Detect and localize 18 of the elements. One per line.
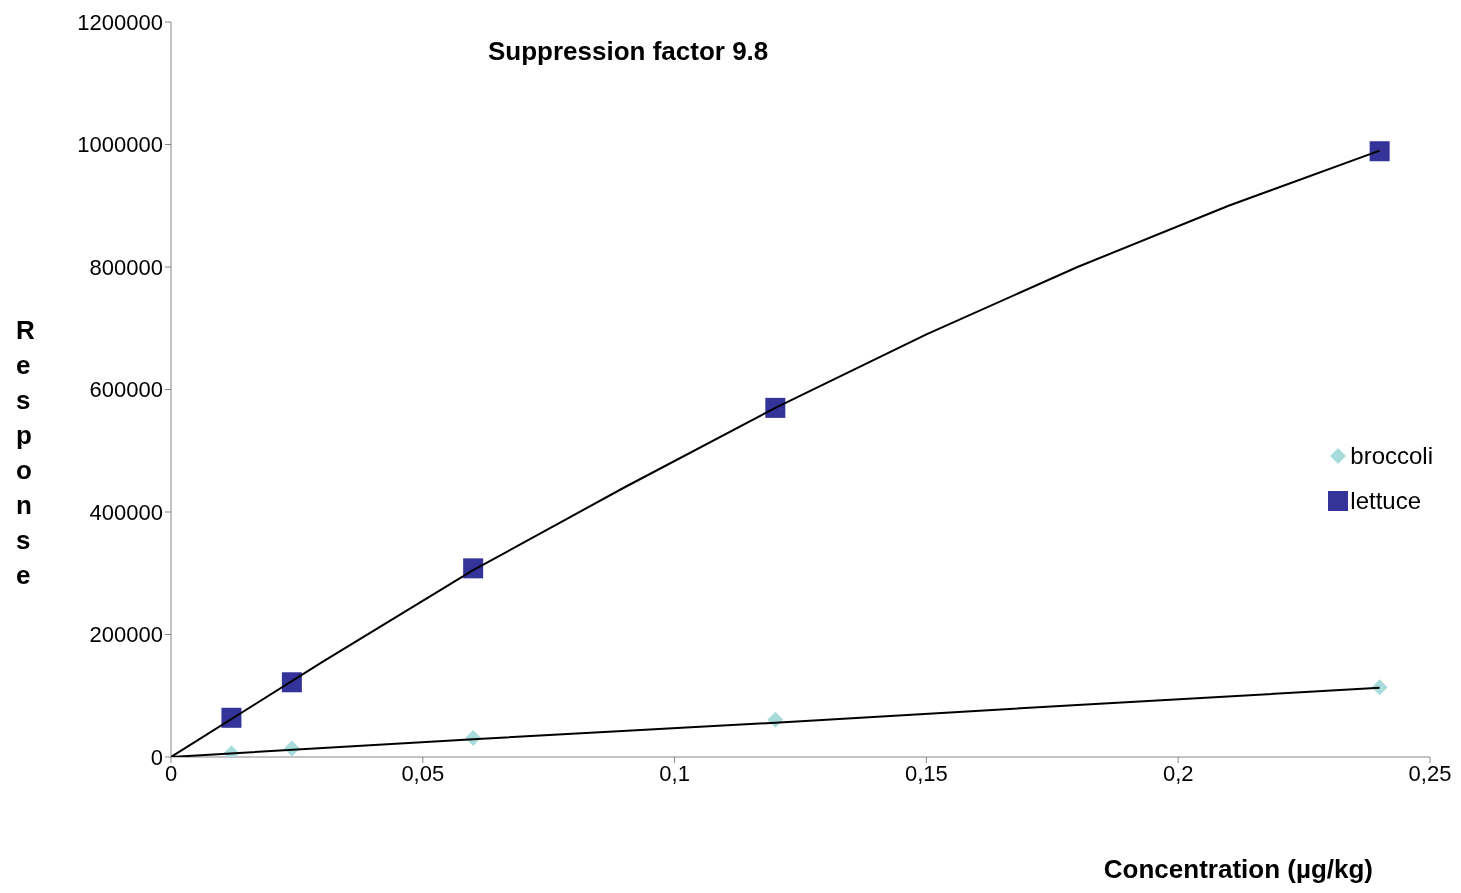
y-tick-label: 800000 — [89, 254, 163, 280]
legend-label: lettuce — [1350, 486, 1422, 515]
y-tick-label: 1000000 — [77, 132, 163, 158]
x-tick-label: 0,1 — [659, 760, 690, 786]
y-tick-label: 600000 — [89, 377, 163, 403]
x-tick-label: 0,15 — [904, 760, 948, 786]
x-axis-title: Concentration (µg/kg) — [1103, 854, 1373, 885]
y-tick-label: 0 — [150, 744, 163, 770]
y-tick-label: 400000 — [89, 499, 163, 525]
x-tick-label: 0,05 — [401, 760, 445, 786]
text: Suppression factor 9.8 — [488, 36, 769, 67]
x-tick-label: 0,2 — [1162, 760, 1194, 786]
legend-label: broccoli — [1350, 441, 1433, 470]
y-tick-label: 1200000 — [77, 9, 163, 35]
y-tick-label: 200000 — [89, 622, 163, 648]
x-tick-label: 0,25 — [1408, 760, 1452, 786]
point — [1369, 141, 1390, 162]
y-axis-title: Response — [16, 314, 35, 592]
